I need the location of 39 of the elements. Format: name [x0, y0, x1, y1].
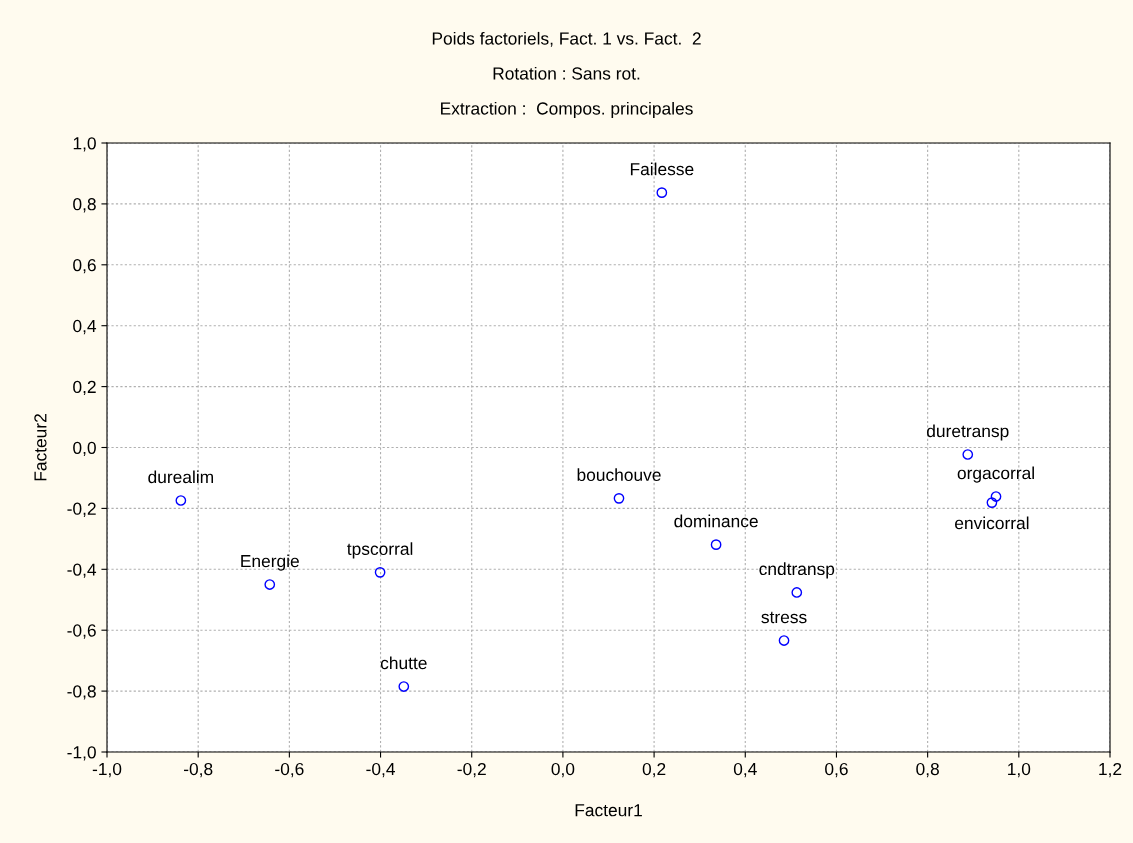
- y-tick-label: 0,4: [73, 319, 97, 335]
- x-tick-label: 0,0: [551, 762, 575, 778]
- x-tick-label: -0,6: [275, 762, 304, 778]
- annotation: stress: [761, 611, 807, 624]
- x-axis-title: Facteur1: [575, 804, 642, 817]
- x-tick-label: -0,8: [184, 762, 213, 778]
- annotation: durealim: [148, 470, 213, 484]
- annotation: tpscorral: [347, 542, 413, 559]
- y-tick-label: -0,4: [67, 563, 97, 578]
- annotation: chutte: [380, 656, 427, 670]
- x-tick-label: 0,8: [916, 762, 939, 778]
- annotation: duretransp: [926, 424, 1009, 441]
- x-tick-label: 0,2: [642, 762, 666, 778]
- x-tick-label: -1,0: [92, 762, 122, 778]
- y-tick-label: -0,8: [67, 685, 96, 700]
- annotation: bouchouve: [577, 468, 661, 482]
- text: Rotation : Sans rot. Extraction : Compos. principales: [441, 66, 693, 119]
- y-tick-label: -0,6: [67, 624, 96, 639]
- chart-title: Poids factoriels, Fact. 1 vs. Fact. 2: [432, 31, 701, 47]
- annotation: dominance: [674, 514, 758, 528]
- y-tick-label: -0,2: [67, 502, 96, 517]
- annotation: Energie: [241, 554, 299, 571]
- annotation: envicorral: [955, 516, 1029, 530]
- y-tick-label: -1,0: [67, 746, 96, 761]
- y-axis-title: Facteur2: [34, 414, 47, 481]
- annotation: orgacorral: [957, 466, 1034, 483]
- y-tick-label: 0,0: [73, 441, 96, 457]
- x-tick-label: 0,6: [825, 762, 848, 778]
- x-tick-label: -0,2: [457, 762, 486, 778]
- y-tick-label: 0,6: [73, 258, 96, 274]
- x-tick-label: 1,0: [1008, 762, 1031, 778]
- x-tick-label: 0,4: [733, 762, 757, 778]
- annotation: Failesse: [630, 162, 694, 176]
- y-tick-label: 0,8: [73, 198, 96, 213]
- x-tick-label: -0,4: [366, 762, 395, 778]
- annotation: cndtransp: [759, 562, 835, 579]
- y-tick-label: 1,0: [73, 137, 96, 152]
- y-tick-label: 0,2: [73, 380, 96, 396]
- x-tick-label: 1,2: [1099, 762, 1122, 778]
